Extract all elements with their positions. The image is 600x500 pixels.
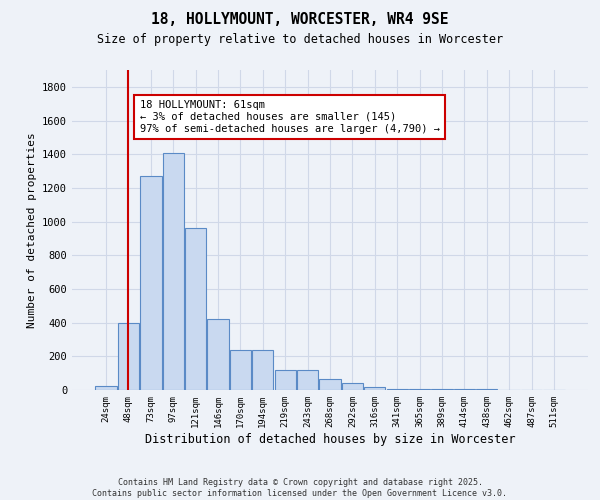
Bar bbox=[95, 386, 117, 390]
Text: Contains HM Land Registry data © Crown copyright and database right 2025.
Contai: Contains HM Land Registry data © Crown c… bbox=[92, 478, 508, 498]
Y-axis label: Number of detached properties: Number of detached properties bbox=[26, 132, 37, 328]
Bar bbox=[230, 350, 251, 390]
Bar bbox=[163, 152, 184, 390]
Bar bbox=[208, 320, 229, 390]
Bar bbox=[185, 228, 206, 390]
Bar bbox=[342, 383, 363, 390]
Bar bbox=[386, 389, 408, 390]
Text: Size of property relative to detached houses in Worcester: Size of property relative to detached ho… bbox=[97, 32, 503, 46]
Text: 18, HOLLYMOUNT, WORCESTER, WR4 9SE: 18, HOLLYMOUNT, WORCESTER, WR4 9SE bbox=[151, 12, 449, 28]
Bar bbox=[297, 370, 318, 390]
Bar bbox=[118, 322, 139, 390]
Bar bbox=[409, 389, 430, 390]
Bar bbox=[431, 389, 452, 390]
Bar bbox=[319, 379, 341, 390]
Text: 18 HOLLYMOUNT: 61sqm
← 3% of detached houses are smaller (145)
97% of semi-detac: 18 HOLLYMOUNT: 61sqm ← 3% of detached ho… bbox=[140, 100, 440, 134]
Bar bbox=[252, 350, 274, 390]
Bar bbox=[275, 370, 296, 390]
Bar bbox=[140, 176, 161, 390]
X-axis label: Distribution of detached houses by size in Worcester: Distribution of detached houses by size … bbox=[145, 432, 515, 446]
Bar bbox=[364, 388, 385, 390]
